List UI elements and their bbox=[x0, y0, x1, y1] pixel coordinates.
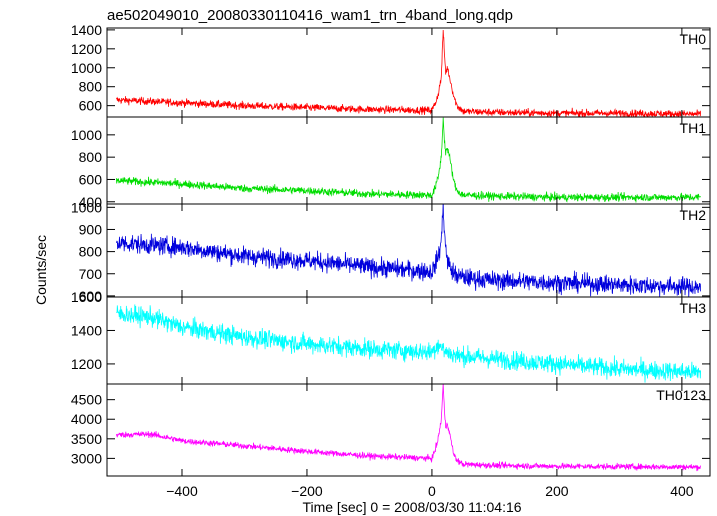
panel-th1: 400 600 800 1000 TH1 bbox=[71, 116, 711, 210]
panel-frame bbox=[106, 383, 711, 477]
y-tick-label: 600 bbox=[79, 288, 103, 304]
y-tick-label: 800 bbox=[79, 244, 103, 260]
panel-label: TH3 bbox=[680, 300, 707, 316]
y-tick-label: 800 bbox=[79, 149, 103, 165]
y-tick-label: 3500 bbox=[71, 431, 102, 447]
light-curve-th0123 bbox=[115, 384, 702, 472]
panel-label: TH2 bbox=[680, 207, 707, 223]
panel-label: TH1 bbox=[680, 120, 707, 136]
y-tick-label: 1200 bbox=[71, 356, 102, 372]
x-axis-label: Time [sec] 0 = 2008/03/30 11:04:16 bbox=[302, 499, 521, 515]
x-tick-label: 400 bbox=[670, 483, 694, 499]
x-tick-label: −400 bbox=[166, 483, 198, 499]
y-tick-label: 800 bbox=[79, 79, 103, 95]
light-curve-th3 bbox=[116, 304, 702, 383]
panel-label: TH0123 bbox=[656, 387, 706, 403]
y-tick-label: 3000 bbox=[71, 450, 102, 466]
chart-title: ae502049010_20080330110416_wam1_trn_4ban… bbox=[107, 7, 513, 24]
panel-label: TH0 bbox=[680, 31, 707, 47]
x-tick-label: 0 bbox=[428, 483, 436, 499]
panel-frame bbox=[106, 116, 711, 205]
light-curve-th1 bbox=[115, 117, 701, 203]
light-curve-th0 bbox=[116, 29, 702, 117]
y-axis-label: Counts/sec bbox=[33, 235, 49, 305]
y-tick-label: 1400 bbox=[71, 322, 102, 338]
x-tick-label: −200 bbox=[291, 483, 323, 499]
panels-layer: 600 800 1000 1200 1400 TH0 400 600 800 1000 TH1 600… bbox=[71, 22, 711, 499]
y-tick-label: 1200 bbox=[71, 41, 102, 57]
panel-th3: 1200 1400 1600 TH3 bbox=[71, 289, 711, 385]
light-curve-th2 bbox=[115, 204, 702, 297]
y-tick-label: 1000 bbox=[71, 199, 102, 215]
y-tick-label: 1400 bbox=[71, 22, 102, 38]
y-tick-label: 1000 bbox=[71, 60, 102, 76]
y-tick-label: 400 bbox=[79, 194, 103, 210]
panel-th0: 600 800 1000 1200 1400 TH0 bbox=[71, 22, 711, 118]
y-tick-label: 1000 bbox=[71, 127, 102, 143]
y-tick-label: 4500 bbox=[71, 392, 102, 408]
y-tick-label: 600 bbox=[79, 98, 103, 114]
panel-th0123: 3000 3500 4000 4500 TH0123 bbox=[71, 383, 711, 477]
panel-th2: 600 700 800 900 1000 TH2 bbox=[71, 199, 711, 304]
y-tick-label: 1600 bbox=[71, 289, 102, 305]
y-tick-label: 4000 bbox=[71, 411, 102, 427]
y-tick-label: 600 bbox=[79, 171, 103, 187]
y-tick-label: 900 bbox=[79, 221, 103, 237]
x-tick-label: 200 bbox=[545, 483, 569, 499]
y-tick-label: 700 bbox=[79, 266, 103, 282]
